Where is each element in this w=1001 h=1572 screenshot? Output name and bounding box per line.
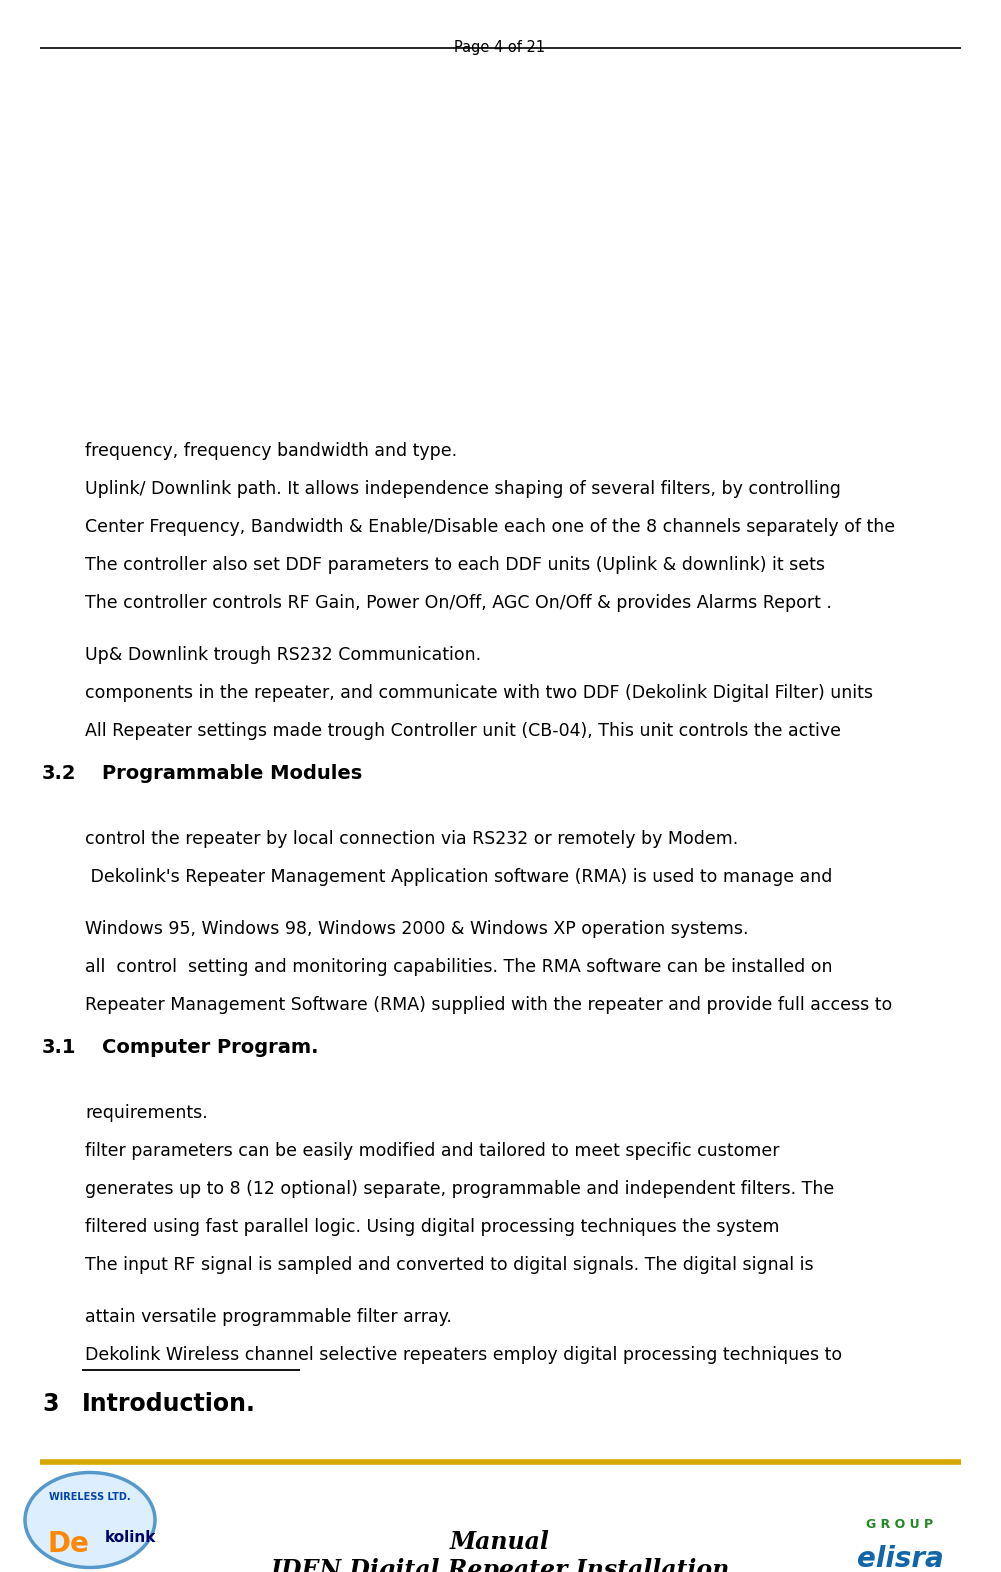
Text: frequency, frequency bandwidth and type.: frequency, frequency bandwidth and type. xyxy=(85,442,457,461)
Text: The controller controls RF Gain, Power On/Off, AGC On/Off & provides Alarms Repo: The controller controls RF Gain, Power O… xyxy=(85,594,832,612)
Text: control the repeater by local connection via RS232 or remotely by Modem.: control the repeater by local connection… xyxy=(85,830,739,847)
Text: filter parameters can be easily modified and tailored to meet specific customer: filter parameters can be easily modified… xyxy=(85,1141,780,1160)
Text: Manual: Manual xyxy=(450,1530,550,1555)
Text: Center Frequency, Bandwidth & Enable/Disable each one of the 8 channels separate: Center Frequency, Bandwidth & Enable/Dis… xyxy=(85,519,895,536)
Text: attain versatile programmable filter array.: attain versatile programmable filter arr… xyxy=(85,1308,451,1327)
Text: De: De xyxy=(47,1530,89,1558)
Text: Up& Downlink trough RS232 Communication.: Up& Downlink trough RS232 Communication. xyxy=(85,646,481,663)
Text: Dekolink Wireless channel selective repeaters employ digital processing techniqu: Dekolink Wireless channel selective repe… xyxy=(85,1346,842,1364)
Text: all  control  setting and monitoring capabilities. The RMA software can be insta: all control setting and monitoring capab… xyxy=(85,957,833,976)
Text: elisra: elisra xyxy=(857,1545,943,1572)
Text: Computer Program.: Computer Program. xyxy=(102,1038,318,1056)
Text: 3: 3 xyxy=(42,1391,58,1416)
Text: Dekolink's Repeater Management Application software (RMA) is used to manage and: Dekolink's Repeater Management Applicati… xyxy=(85,868,833,887)
Text: kolink: kolink xyxy=(105,1530,156,1545)
Text: filtered using fast parallel logic. Using digital processing techniques the syst: filtered using fast parallel logic. Usin… xyxy=(85,1218,780,1236)
Text: components in the repeater, and communicate with two DDF (Dekolink Digital Filte: components in the repeater, and communic… xyxy=(85,684,873,703)
Text: All Repeater settings made trough Controller unit (CB-04), This unit controls th: All Repeater settings made trough Contro… xyxy=(85,722,841,740)
Text: Programmable Modules: Programmable Modules xyxy=(102,764,362,783)
Text: Introduction.: Introduction. xyxy=(82,1391,256,1416)
Text: The input RF signal is sampled and converted to digital signals. The digital sig: The input RF signal is sampled and conve… xyxy=(85,1256,814,1273)
Text: Page 4 of 21: Page 4 of 21 xyxy=(454,39,546,55)
Text: The controller also set DDF parameters to each DDF units (Uplink & downlink) it : The controller also set DDF parameters t… xyxy=(85,556,825,574)
Text: requirements.: requirements. xyxy=(85,1104,208,1122)
Text: 3.2: 3.2 xyxy=(42,764,76,783)
Text: WIRELESS LTD.: WIRELESS LTD. xyxy=(49,1492,131,1501)
Text: G R O U P: G R O U P xyxy=(867,1519,934,1531)
Text: IDEN Digital Repeater Installation: IDEN Digital Repeater Installation xyxy=(270,1558,730,1572)
Text: Repeater Management Software (RMA) supplied with the repeater and provide full a: Repeater Management Software (RMA) suppl… xyxy=(85,997,892,1014)
Text: Uplink/ Downlink path. It allows independence shaping of several filters, by con: Uplink/ Downlink path. It allows indepen… xyxy=(85,479,841,498)
Text: 3.1: 3.1 xyxy=(42,1038,76,1056)
Text: Windows 95, Windows 98, Windows 2000 & Windows XP operation systems.: Windows 95, Windows 98, Windows 2000 & W… xyxy=(85,920,749,938)
Ellipse shape xyxy=(25,1473,155,1567)
Text: generates up to 8 (12 optional) separate, programmable and independent filters. : generates up to 8 (12 optional) separate… xyxy=(85,1181,834,1198)
